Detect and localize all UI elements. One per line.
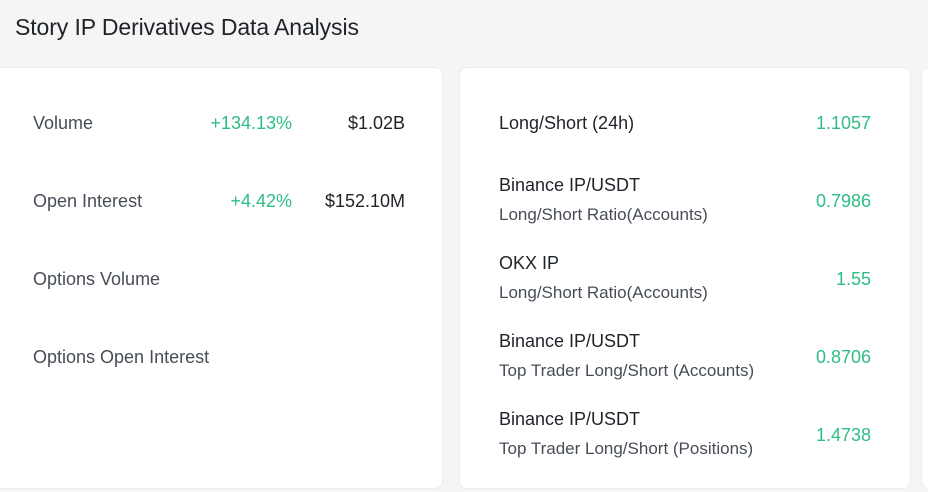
ratio-subtitle: Long/Short Ratio(Accounts) xyxy=(499,205,708,224)
page-header: Story IP Derivatives Data Analysis xyxy=(0,0,928,56)
metric-label: Options Open Interest xyxy=(33,347,210,367)
ratio-title: Binance IP/USDT xyxy=(499,331,641,351)
metric-row-options-open-interest: Options Open Interest xyxy=(0,318,442,396)
ratio-row: Binance IP/USDT Top Trader Long/Short (P… xyxy=(460,396,910,474)
metric-label: Open Interest xyxy=(33,191,143,211)
ratio-value: 1.55 xyxy=(835,269,871,289)
metric-change: +134.13% xyxy=(210,113,292,133)
metrics-card: Volume +134.13% $1.02B Open Interest +4.… xyxy=(0,67,443,489)
ratio-row: Binance IP/USDT Top Trader Long/Short (A… xyxy=(460,318,910,396)
next-card-edge xyxy=(921,67,928,489)
ratio-title: OKX IP xyxy=(499,253,560,273)
metric-row-options-volume: Options Volume xyxy=(0,240,442,318)
metric-change: +4.42% xyxy=(230,191,292,211)
metric-label: Options Volume xyxy=(33,269,161,289)
metric-value: $152.10M xyxy=(324,191,405,211)
ratio-title: Binance IP/USDT xyxy=(499,409,641,429)
ratios-card: Long/Short (24h) 1.1057 Binance IP/USDT … xyxy=(459,67,911,489)
ratio-row: Binance IP/USDT Long/Short Ratio(Account… xyxy=(460,162,910,240)
ratio-row: OKX IP Long/Short Ratio(Accounts) 1.55 xyxy=(460,240,910,318)
ratio-subtitle: Top Trader Long/Short (Positions) xyxy=(499,439,754,458)
ratio-title: Long/Short (24h) xyxy=(499,113,635,133)
ratio-row: Long/Short (24h) 1.1057 xyxy=(460,84,910,162)
page-title: Story IP Derivatives Data Analysis xyxy=(15,14,359,40)
metric-row-open-interest: Open Interest +4.42% $152.10M xyxy=(0,162,442,240)
ratio-subtitle: Top Trader Long/Short (Accounts) xyxy=(499,361,755,380)
ratio-value: 1.1057 xyxy=(815,113,871,133)
metric-row-volume: Volume +134.13% $1.02B xyxy=(0,84,442,162)
metric-value: $1.02B xyxy=(347,113,405,133)
ratio-value: 0.8706 xyxy=(815,347,871,367)
metric-label: Volume xyxy=(33,113,94,133)
ratio-value: 1.4738 xyxy=(815,425,871,445)
ratio-value: 0.7986 xyxy=(815,191,871,211)
ratio-title: Binance IP/USDT xyxy=(499,175,641,195)
ratio-subtitle: Long/Short Ratio(Accounts) xyxy=(499,283,708,302)
